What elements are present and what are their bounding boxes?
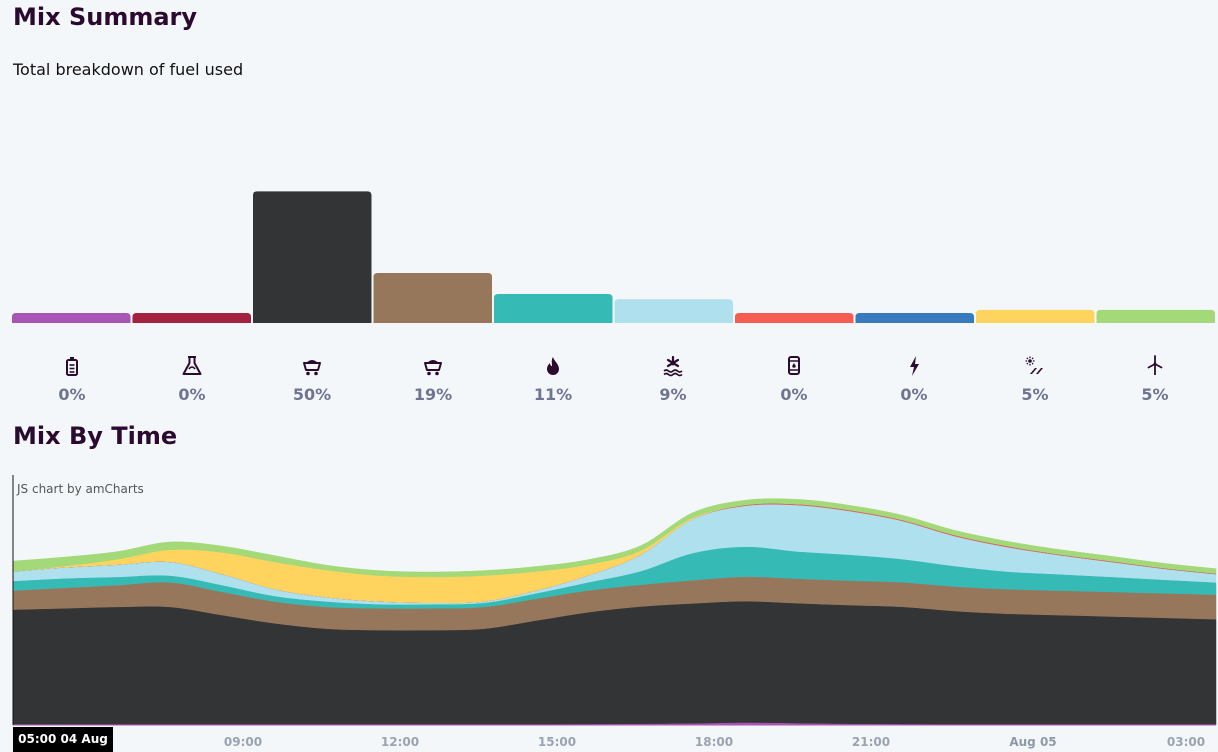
cursor-time-label: 05:00 04 Aug [13,727,113,752]
summary-bar-liquid-fuel[interactable] [735,313,854,323]
fuel-pct: 11% [533,385,573,404]
fuel-pct: 0% [900,385,928,404]
fuel-pct: 0% [58,385,86,404]
area-series-1[interactable] [12,601,1217,725]
coal-cart-icon [303,360,321,376]
x-tick-label: 18:00 [694,735,734,749]
x-tick-label: Aug 05 [1009,735,1057,749]
chart-credit[interactable]: JS chart by amCharts [17,482,144,496]
summary-bar-distillate[interactable] [132,313,252,323]
fuel-pct: 0% [178,385,206,404]
fuel-pct: 9% [659,385,687,404]
fuel-col-battery[interactable]: 0% [12,352,132,404]
x-tick-label: 12:00 [380,735,420,749]
fuel-pct: 19% [413,385,453,404]
flask-icon [182,356,202,375]
summary-bar-battery[interactable] [12,313,131,323]
fuel-pct: 5% [1141,385,1169,404]
fuel-col-liquid-fuel[interactable]: 0% [734,352,854,404]
fuel-col-solar[interactable]: 5% [975,352,1095,404]
summary-bar-black-coal[interactable] [253,191,372,323]
x-tick-label: 21:00 [851,735,891,749]
bolt-icon [910,356,919,376]
battery-icon [66,357,78,376]
fuel-pct: 0% [780,385,808,404]
fuel-col-wind[interactable]: 5% [1095,352,1215,404]
oil-barrel-icon [788,356,800,375]
fuel-col-distillate[interactable]: 0% [132,352,252,404]
summary-bar-gas[interactable] [494,294,613,323]
x-tick-label: 03:00 [1166,735,1206,749]
summary-bar-brown-coal[interactable] [373,272,493,323]
mix-summary-bar-chart [12,191,1216,323]
fuel-col-brown-coal[interactable]: 19% [373,352,493,404]
mix-by-time-title: Mix By Time [13,422,178,450]
x-tick-label: 15:00 [537,735,577,749]
summary-bar-solar[interactable] [976,309,1095,323]
mix-summary-title: Mix Summary [13,3,198,31]
summary-bar-hydro[interactable] [614,299,734,323]
solar-icon [1025,356,1043,374]
mix-by-time-area-chart[interactable] [0,470,1218,752]
summary-bar-pumps[interactable] [855,313,975,323]
mix-summary-subtitle: Total breakdown of fuel used [13,60,244,79]
fuel-pct: 5% [1021,385,1049,404]
wind-turbine-icon [1147,355,1163,375]
fuel-col-pumps[interactable]: 0% [854,352,974,404]
flame-icon [547,357,559,375]
fuel-col-gas[interactable]: 11% [493,352,613,404]
fuel-col-black-coal[interactable]: 50% [252,352,372,404]
coal-cart-icon [424,360,442,376]
hydro-icon [663,355,683,377]
x-tick-label: 09:00 [223,735,263,749]
summary-bar-wind[interactable] [1096,309,1216,323]
fuel-col-hydro[interactable]: 9% [613,352,733,404]
fuel-pct: 50% [292,385,332,404]
